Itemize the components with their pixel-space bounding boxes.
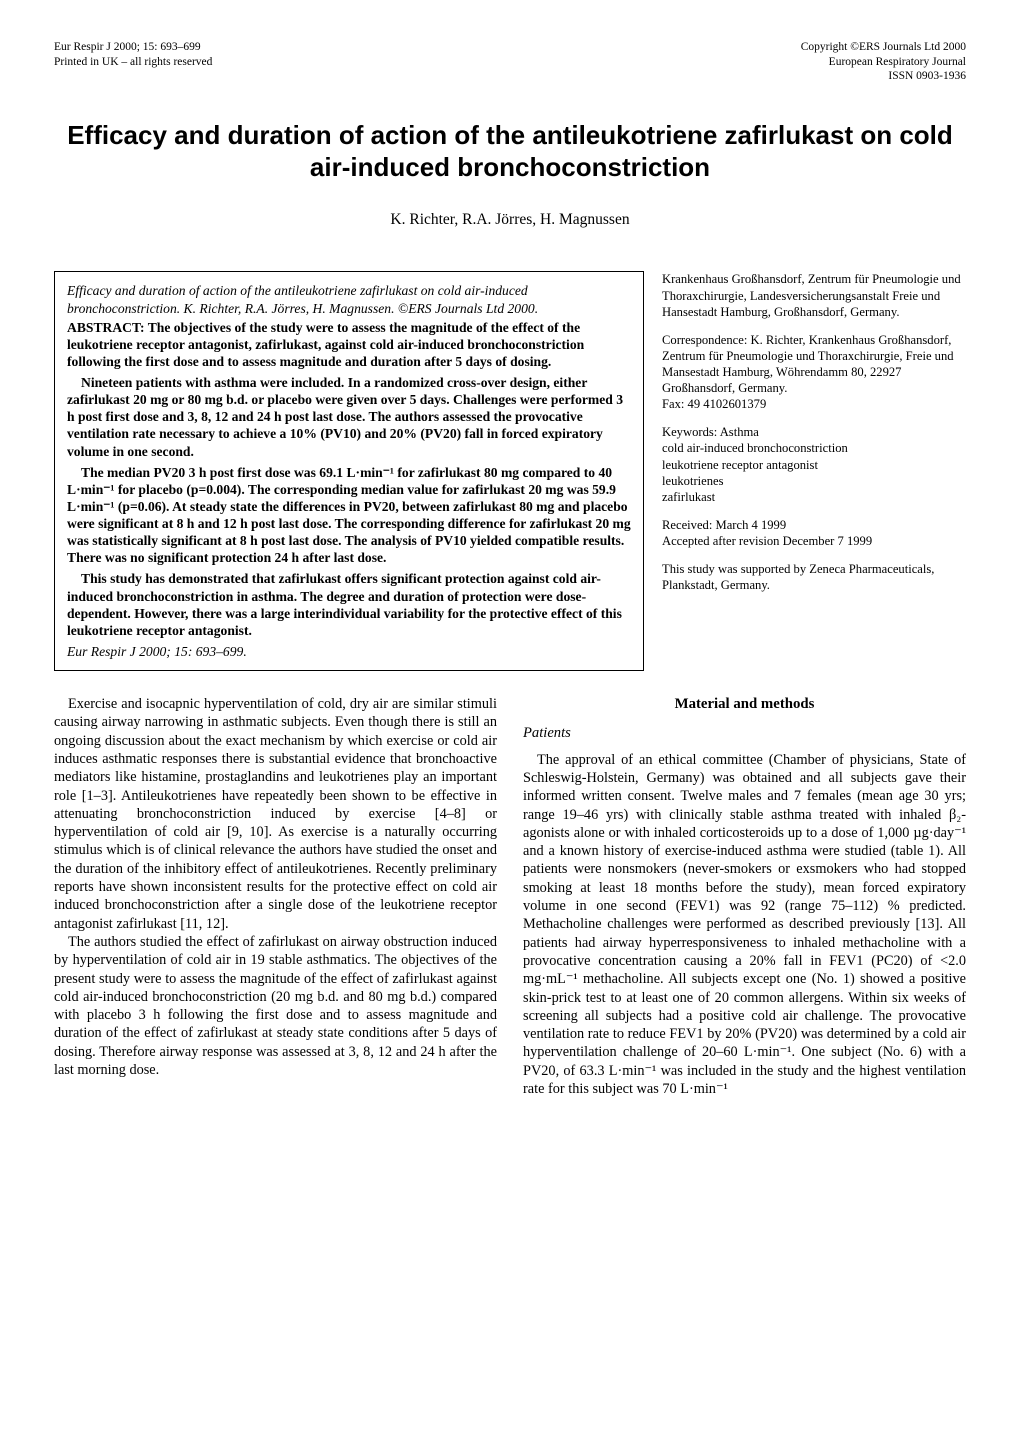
header-right: Copyright ©ERS Journals Ltd 2000 Europea… [801,40,966,84]
abstract-row: Efficacy and duration of action of the a… [54,271,966,671]
intro-paragraph-1: Exercise and isocapnic hyperventilation … [54,695,497,933]
journal-ref: Eur Respir J 2000; 15: 693–699 [54,40,212,55]
funding: This study was supported by Zeneca Pharm… [662,561,966,593]
print-note: Printed in UK – all rights reserved [54,55,212,70]
sidebar: Krankenhaus Großhansdorf, Zentrum für Pn… [662,271,966,671]
affiliation: Krankenhaus Großhansdorf, Zentrum für Pn… [662,271,966,319]
body-columns: Exercise and isocapnic hyperventilation … [54,695,966,1098]
methods-heading: Material and methods [523,695,966,714]
abstract-p2: Nineteen patients with asthma were inclu… [67,374,631,460]
abstract-box: Efficacy and duration of action of the a… [54,271,644,671]
page-header: Eur Respir J 2000; 15: 693–699 Printed i… [54,40,966,84]
keywords: Keywords: Asthma cold air-induced bronch… [662,424,966,505]
abstract-p1: ABSTRACT: The objectives of the study we… [67,319,631,370]
patients-paragraph-1: The approval of an ethical committee (Ch… [523,751,966,1099]
copyright: Copyright ©ERS Journals Ltd 2000 [801,40,966,55]
column-right: Material and methods Patients The approv… [523,695,966,1098]
header-left: Eur Respir J 2000; 15: 693–699 Printed i… [54,40,212,84]
column-left: Exercise and isocapnic hyperventilation … [54,695,497,1098]
article-title: Efficacy and duration of action of the a… [64,120,956,183]
abstract-citation: Efficacy and duration of action of the a… [67,282,631,316]
dates: Received: March 4 1999 Accepted after re… [662,517,966,549]
abstract-journal-ref: Eur Respir J 2000; 15: 693–699. [67,643,631,660]
journal-name: European Respiratory Journal [801,55,966,70]
patients-subheading: Patients [523,724,966,743]
intro-paragraph-2: The authors studied the effect of zafirl… [54,933,497,1079]
author-list: K. Richter, R.A. Jörres, H. Magnussen [54,210,966,230]
correspondence: Correspondence: K. Richter, Krankenhaus … [662,332,966,413]
abstract-p4: This study has demonstrated that zafirlu… [67,570,631,639]
issn: ISSN 0903-1936 [801,69,966,84]
abstract-p3: The median PV20 3 h post first dose was … [67,464,631,567]
